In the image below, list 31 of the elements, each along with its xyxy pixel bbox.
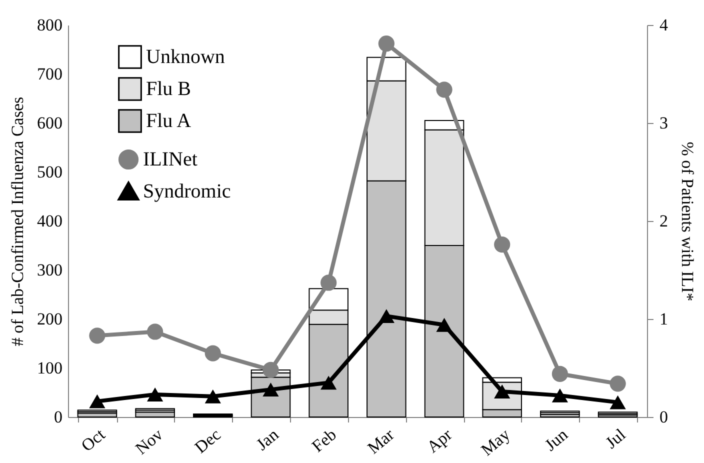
x-tick-label: Mar [364,424,398,458]
y-axis-title: # of Lab-Confirmed Influenza Cases [8,96,27,346]
legend-label: Syndromic [143,180,231,202]
x-tick-label: May [477,424,514,460]
y-tick-label: 100 [37,358,62,378]
y-tick-label: 500 [37,162,62,182]
y-tick-label: 0 [54,408,62,426]
x-tick-label: Nov [132,424,167,458]
x-tick-label: Apr [423,424,456,457]
legend-label: Unknown [146,46,225,68]
y-tick-label: 700 [37,64,62,84]
x-tick-label: Jul [602,424,630,452]
legend-label: Flu A [146,110,192,132]
x-tick-label: Jan [252,424,283,454]
x-tick-label: Dec [191,424,225,458]
y2-tick-label: 2 [660,212,668,230]
y2-tick-label: 4 [660,16,668,34]
y2-tick-label: 1 [660,310,668,328]
y-tick-label: 400 [37,212,62,230]
y2-tick-label: 0 [660,408,668,426]
y-tick-label: 800 [37,16,62,34]
y2-tick-label: 3 [660,114,668,132]
legend-label: Flu B [146,78,192,100]
x-tick-label: Feb [308,424,340,456]
x-tick-label: Oct [78,424,109,456]
y-tick-label: 300 [37,260,62,280]
x-tick-label: Jun [541,424,572,455]
y-tick-label: 600 [37,114,62,132]
y2-axis-title: % of Patients with ILI* [678,142,697,302]
y-tick-label: 200 [37,310,62,328]
legend-label: ILINet [143,148,198,170]
